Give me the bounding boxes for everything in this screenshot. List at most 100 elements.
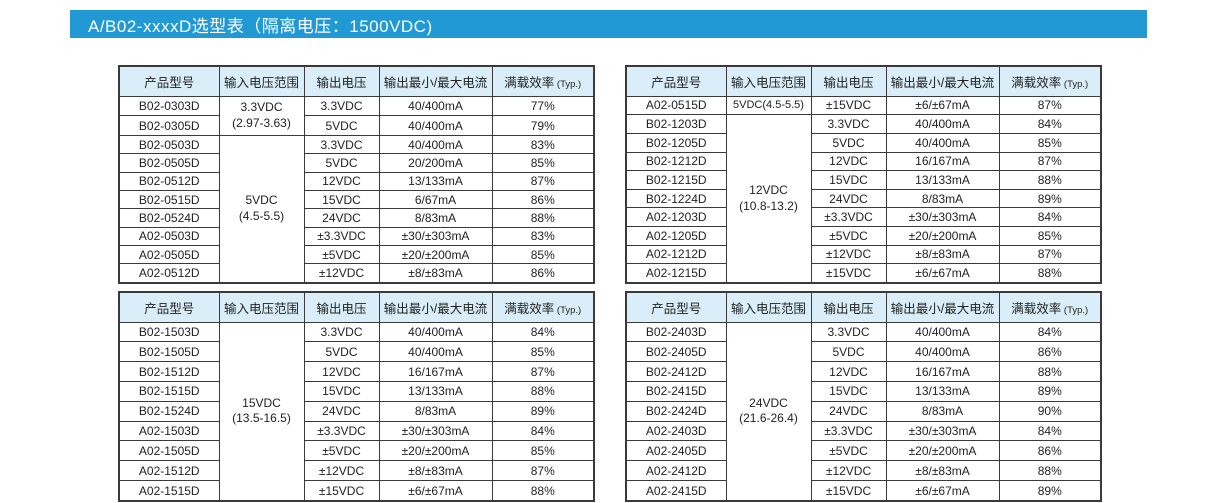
efficiency-cell: 84% bbox=[491, 420, 595, 442]
column-header: 输出最小/最大电流 bbox=[378, 65, 493, 97]
column-header: 满载效率 (Typ.) bbox=[998, 291, 1102, 323]
current-cell: 13/133mA bbox=[378, 380, 493, 402]
output-voltage-cell: ±3.3VDC bbox=[303, 420, 380, 442]
model-cell: B02-0303D bbox=[118, 95, 220, 117]
column-header-suffix: (Typ.) bbox=[1061, 304, 1089, 316]
column-header: 输入电压范围 bbox=[218, 65, 305, 97]
model-cell: A02-1212D bbox=[625, 244, 727, 265]
current-cell: 13/133mA bbox=[885, 170, 1000, 190]
table-row: B02-2403D 24VDC (21.6-26.4) 3.3VDC 40/400mA… bbox=[625, 321, 1102, 502]
table-row: A02-1503D ±3.3VDC ±30/±303mA 84% bbox=[118, 420, 595, 442]
output-voltage-cell: 12VDC bbox=[810, 361, 887, 382]
table-row: A02-2405D ±5VDC ±20/±200mA 86% bbox=[625, 440, 1102, 462]
efficiency-cell: 87% bbox=[491, 460, 595, 481]
column-header-label: 输出电压 bbox=[316, 75, 367, 90]
model-cell: B02-2424D bbox=[625, 400, 727, 422]
model-cell: B02-0512D bbox=[118, 171, 220, 191]
current-cell: 40/400mA bbox=[378, 321, 493, 343]
model-cell: A02-0515D bbox=[625, 95, 727, 116]
model-cell: A02-0503D bbox=[118, 226, 220, 247]
output-voltage-cell: ±12VDC bbox=[303, 460, 380, 481]
model-cell: B02-1205D bbox=[625, 133, 727, 153]
output-voltage-cell: 24VDC bbox=[303, 208, 380, 228]
table-row: B02-0503D 5VDC (4.5-5.5) 3.3VDC 40/400mA 83% bbox=[118, 134, 595, 284]
efficiency-cell: 86% bbox=[998, 341, 1102, 363]
output-voltage-cell: 15VDC bbox=[303, 380, 380, 402]
efficiency-cell: 86% bbox=[491, 263, 595, 284]
column-header: 产品型号 bbox=[118, 291, 220, 323]
model-cell: A02-1215D bbox=[625, 263, 727, 284]
column-header-label: 满载效率 bbox=[1011, 301, 1062, 316]
current-cell: ±20/±200mA bbox=[885, 226, 1000, 246]
header-row: 产品型号 输入电压范围 输出电压 输出最小/最大电流 满载效率 (Typ.) bbox=[625, 65, 1102, 97]
column-header: 输出最小/最大电流 bbox=[885, 291, 1000, 323]
model-cell: A02-2415D bbox=[625, 480, 727, 502]
output-voltage-cell: 5VDC bbox=[303, 153, 380, 173]
efficiency-cell: 85% bbox=[998, 226, 1102, 246]
model-cell: A02-2403D bbox=[625, 420, 727, 442]
efficiency-cell: 89% bbox=[998, 380, 1102, 402]
current-cell: 8/83mA bbox=[378, 400, 493, 422]
efficiency-cell: 86% bbox=[998, 440, 1102, 462]
column-header: 输入电压范围 bbox=[218, 291, 305, 323]
current-cell: ±20/±200mA bbox=[885, 440, 1000, 462]
model-cell: B02-1505D bbox=[118, 341, 220, 363]
selection-table-panel-bottom-left: 产品型号 输入电压范围 输出电压 输出最小/最大电流 满载效率 (Typ.) B02-15… bbox=[118, 291, 595, 502]
output-voltage-cell: 24VDC bbox=[810, 188, 887, 209]
efficiency-cell: 84% bbox=[998, 420, 1102, 442]
table-row: B02-1515D 15VDC 13/133mA 88% bbox=[118, 380, 595, 402]
current-cell: ±30/±303mA bbox=[378, 226, 493, 247]
current-cell: 40/400mA bbox=[378, 134, 493, 155]
model-cell: B02-0524D bbox=[118, 208, 220, 228]
efficiency-cell: 85% bbox=[491, 153, 595, 173]
model-cell: B02-1503D bbox=[118, 321, 220, 343]
current-cell: 16/167mA bbox=[885, 151, 1000, 172]
output-voltage-cell: ±15VDC bbox=[810, 263, 887, 284]
model-cell: B02-1212D bbox=[625, 151, 727, 172]
efficiency-cell: 83% bbox=[491, 226, 595, 247]
output-voltage-cell: ±5VDC bbox=[303, 440, 380, 462]
column-header-label: 输入电压范围 bbox=[223, 301, 299, 316]
efficiency-cell: 83% bbox=[491, 134, 595, 155]
output-voltage-cell: ±5VDC bbox=[810, 440, 887, 462]
column-header-label: 输出电压 bbox=[316, 301, 367, 316]
output-voltage-cell: ±12VDC bbox=[303, 263, 380, 284]
output-voltage-cell: 12VDC bbox=[810, 151, 887, 172]
column-header-label: 输出电压 bbox=[823, 75, 874, 90]
current-cell: 8/83mA bbox=[885, 188, 1000, 209]
table-row: B02-0505D 5VDC 20/200mA 85% bbox=[118, 153, 595, 173]
column-header: 输入电压范围 bbox=[725, 291, 812, 323]
output-voltage-cell: 3.3VDC bbox=[303, 321, 380, 343]
column-header-label: 产品型号 bbox=[651, 75, 702, 90]
table-row: A02-0503D ±3.3VDC ±30/±303mA 83% bbox=[118, 226, 595, 247]
output-voltage-cell: 24VDC bbox=[810, 400, 887, 422]
current-cell: ±6/±67mA bbox=[378, 480, 493, 502]
model-cell: B02-1203D bbox=[625, 114, 727, 135]
current-cell: ±30/±303mA bbox=[378, 420, 493, 442]
table-row: B02-2424D 24VDC 8/83mA 90% bbox=[625, 400, 1102, 422]
model-cell: A02-0505D bbox=[118, 245, 220, 265]
table-row: B02-0305D 5VDC 40/400mA 79% bbox=[118, 115, 595, 136]
column-header-label: 输入电压范围 bbox=[730, 75, 806, 90]
output-voltage-cell: ±15VDC bbox=[810, 480, 887, 502]
column-header-label: 输出最小/最大电流 bbox=[890, 301, 995, 316]
table-row: A02-1505D ±5VDC ±20/±200mA 85% bbox=[118, 440, 595, 462]
efficiency-cell: 89% bbox=[998, 188, 1102, 209]
current-cell: 16/167mA bbox=[378, 361, 493, 382]
column-header-label: 产品型号 bbox=[144, 301, 195, 316]
model-cell: B02-1524D bbox=[118, 400, 220, 422]
table-row: B02-2415D 15VDC 13/133mA 89% bbox=[625, 380, 1102, 402]
current-cell: 40/400mA bbox=[378, 115, 493, 136]
model-cell: A02-1505D bbox=[118, 440, 220, 462]
table-row: B02-2405D 5VDC 40/400mA 86% bbox=[625, 341, 1102, 363]
current-cell: ±20/±200mA bbox=[378, 440, 493, 462]
column-header-label: 输出最小/最大电流 bbox=[383, 301, 488, 316]
column-header: 满载效率 (Typ.) bbox=[998, 65, 1102, 97]
output-voltage-cell: 24VDC bbox=[303, 400, 380, 422]
input-range-cell: 3.3VDC (2.97-3.63) bbox=[218, 95, 305, 136]
efficiency-cell: 89% bbox=[998, 480, 1102, 502]
efficiency-cell: 85% bbox=[491, 245, 595, 265]
table-row: A02-2412D ±12VDC ±8/±83mA 88% bbox=[625, 460, 1102, 481]
current-cell: ±6/±67mA bbox=[885, 480, 1000, 502]
table-row: B02-1215D 15VDC 13/133mA 88% bbox=[625, 170, 1102, 190]
